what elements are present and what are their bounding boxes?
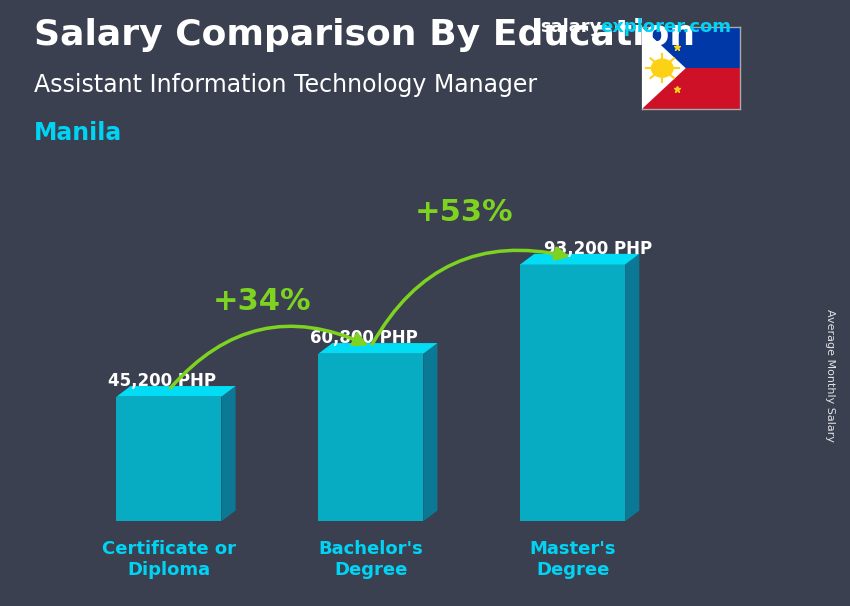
Polygon shape (642, 68, 740, 109)
Text: salary: salary (540, 18, 601, 36)
Polygon shape (318, 343, 438, 354)
Text: 93,200 PHP: 93,200 PHP (544, 239, 653, 258)
Text: Certificate or
Diploma: Certificate or Diploma (102, 541, 236, 579)
Polygon shape (116, 397, 221, 521)
FancyArrowPatch shape (171, 326, 365, 388)
Polygon shape (221, 386, 235, 521)
FancyArrowPatch shape (372, 248, 566, 344)
Polygon shape (116, 386, 235, 397)
Text: Manila: Manila (34, 121, 122, 145)
Text: Salary Comparison By Education: Salary Comparison By Education (34, 18, 695, 52)
Polygon shape (318, 354, 423, 521)
Polygon shape (625, 254, 639, 521)
Polygon shape (642, 27, 740, 109)
Polygon shape (423, 343, 438, 521)
Text: 60,800 PHP: 60,800 PHP (310, 329, 418, 347)
Text: explorer.com: explorer.com (600, 18, 731, 36)
Text: 45,200 PHP: 45,200 PHP (109, 371, 217, 390)
Polygon shape (520, 264, 625, 521)
Polygon shape (520, 254, 639, 264)
Text: Average Monthly Salary: Average Monthly Salary (824, 309, 835, 442)
Text: Master's
Degree: Master's Degree (530, 541, 616, 579)
Text: +53%: +53% (414, 198, 513, 227)
Circle shape (651, 59, 673, 77)
Text: +34%: +34% (212, 287, 311, 316)
Text: Assistant Information Technology Manager: Assistant Information Technology Manager (34, 73, 537, 97)
Text: Bachelor's
Degree: Bachelor's Degree (319, 541, 423, 579)
Polygon shape (642, 27, 686, 109)
Polygon shape (642, 27, 740, 68)
